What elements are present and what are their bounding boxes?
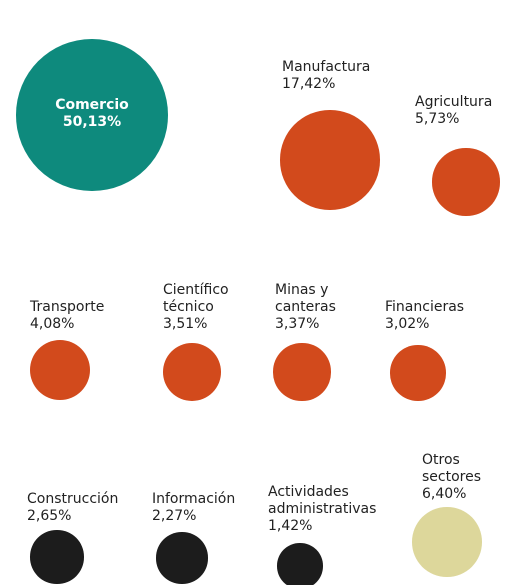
value-label: 50,13% <box>62 114 122 130</box>
category-name: Información <box>152 491 236 507</box>
value-label: 3,51% <box>163 316 208 332</box>
category-name: Otros sectores <box>422 452 482 485</box>
category-name: Minas y canteras <box>275 282 336 315</box>
bubble-label: Construcción 2,65% <box>27 491 137 525</box>
bubble-label: Científico técnico 3,51% <box>163 282 238 333</box>
bubble-label: Comercio 50,13% <box>32 97 152 131</box>
bubble-label: Financieras 3,02% <box>385 299 485 333</box>
bubble <box>29 339 91 401</box>
category-name: Agricultura <box>415 94 493 110</box>
category-name: Financieras <box>385 299 465 315</box>
bubble <box>163 343 221 401</box>
bubble <box>273 343 331 401</box>
category-name: Comercio <box>55 97 129 113</box>
value-label: 4,08% <box>30 316 75 332</box>
value-label: 3,02% <box>385 316 430 332</box>
category-name: Científico técnico <box>163 282 229 315</box>
category-name: Transporte <box>30 299 105 315</box>
value-label: 6,40% <box>422 486 467 502</box>
category-name: Actividades administrativas <box>268 484 377 517</box>
value-label: 17,42% <box>282 76 336 92</box>
bubble-label: Manufactura 17,42% <box>282 59 402 93</box>
value-label: 2,65% <box>27 508 72 524</box>
value-label: 3,37% <box>275 316 320 332</box>
bubble <box>432 148 500 216</box>
value-label: 2,27% <box>152 508 197 524</box>
bubble-label: Información 2,27% <box>152 491 262 525</box>
bubble <box>280 110 380 210</box>
bubble-label: Otros sectores 6,40% <box>422 452 497 503</box>
value-label: 1,42% <box>268 518 313 534</box>
bubble-label: Transporte 4,08% <box>30 299 130 333</box>
bubble <box>30 530 84 584</box>
bubble <box>16 39 168 191</box>
category-name: Construcción <box>27 491 119 507</box>
bubble-label: Actividades administrativas 1,42% <box>268 484 403 535</box>
category-name: Manufactura <box>282 59 371 75</box>
bubble-label: Agricultura 5,73% <box>415 94 507 128</box>
bubble <box>412 507 482 577</box>
bubble <box>390 345 446 401</box>
bubble-label: Minas y canteras 3,37% <box>275 282 350 333</box>
bubble <box>277 543 323 585</box>
value-label: 5,73% <box>415 111 460 127</box>
bubble <box>156 532 208 584</box>
